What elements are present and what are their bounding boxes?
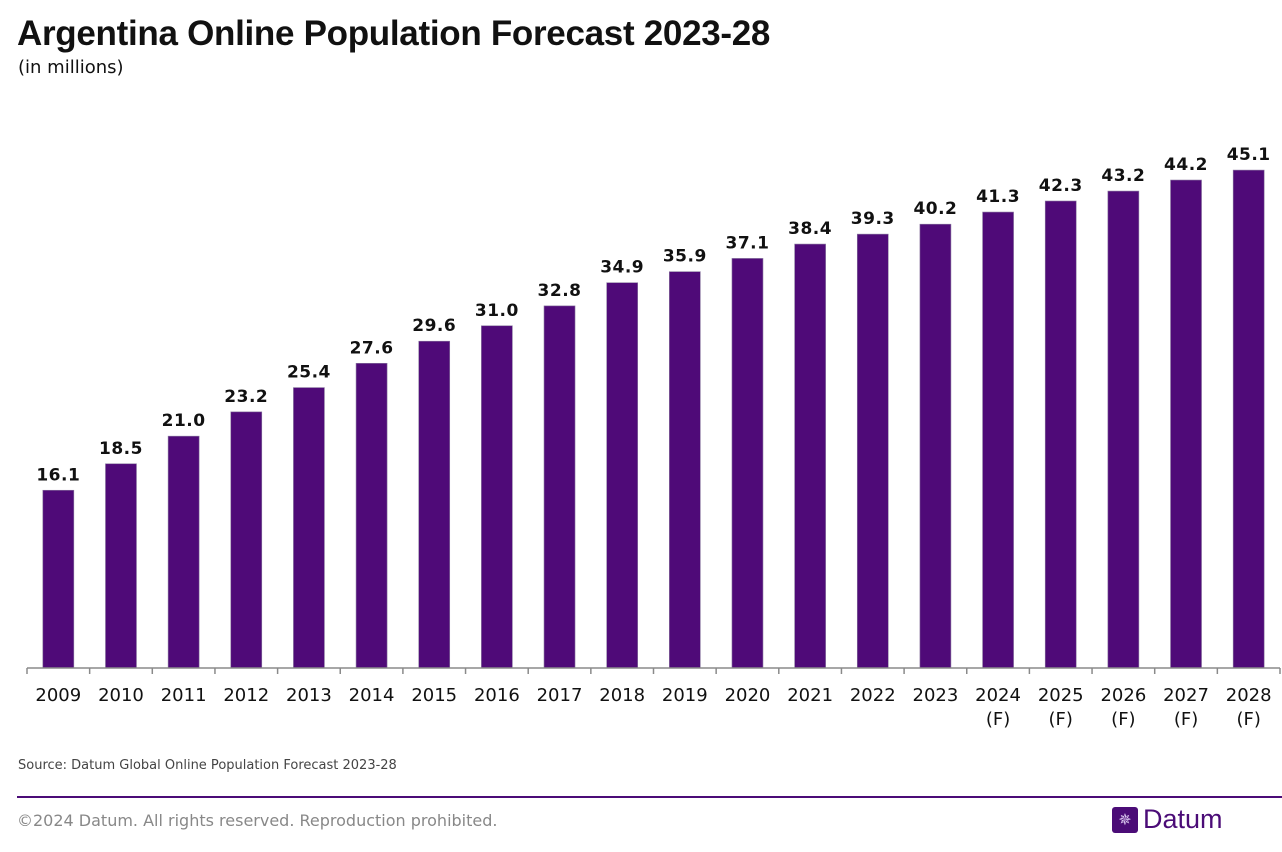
data-label: 25.4 — [287, 363, 331, 383]
globe-grid-icon: ✵ — [1112, 806, 1138, 833]
data-label: 23.2 — [224, 387, 268, 407]
chart-title: Argentina Online Population Forecast 202… — [17, 14, 771, 53]
x-tick-label: 2010 — [98, 685, 144, 706]
x-tick-label: 2023 — [913, 685, 959, 706]
data-label: 40.2 — [913, 199, 957, 219]
bar-chart: 16.1 2009 18.5 2010 21.0 2011 23.2 2012 25.4 2013… — [26, 145, 1281, 730]
x-tick-label: (F) — [1236, 709, 1260, 730]
bar — [167, 435, 200, 669]
bar — [42, 489, 75, 669]
x-tick-label: 2015 — [411, 685, 457, 706]
x-tick-label: 2018 — [599, 685, 645, 706]
data-label: 16.1 — [36, 465, 80, 485]
data-label: 32.8 — [538, 281, 582, 301]
data-label: 44.2 — [1164, 155, 1208, 175]
bar — [293, 387, 325, 669]
data-label: 21.0 — [162, 411, 206, 431]
footer-divider — [17, 796, 1282, 798]
x-tick-label: 2016 — [474, 685, 520, 706]
source-note: Source: Datum Global Online Population F… — [18, 758, 397, 773]
data-label: 38.4 — [788, 219, 832, 239]
data-label: 31.0 — [475, 301, 519, 321]
x-tick-label: 2025 — [1038, 685, 1084, 706]
bar — [1107, 190, 1140, 669]
bar — [1044, 200, 1077, 669]
x-tick-label: 2022 — [850, 685, 896, 706]
x-tick-label: (F) — [986, 709, 1010, 730]
bar — [669, 271, 701, 669]
bar — [731, 258, 764, 669]
x-tick-label: 2028 — [1226, 685, 1272, 706]
data-label: 42.3 — [1039, 176, 1083, 196]
bar — [1232, 169, 1265, 669]
data-label: 18.5 — [99, 439, 143, 459]
bar — [1170, 179, 1202, 669]
data-label: 37.1 — [725, 233, 769, 253]
bar — [105, 463, 137, 669]
data-label: 34.9 — [600, 258, 644, 278]
x-tick-label: (F) — [1049, 709, 1073, 730]
x-tick-label: 2012 — [223, 685, 269, 706]
bar — [230, 411, 263, 669]
x-tick-label: 2026 — [1100, 685, 1146, 706]
x-tick-label: 2014 — [349, 685, 395, 706]
bar — [418, 340, 451, 669]
bar — [856, 233, 889, 669]
data-label: 41.3 — [976, 187, 1020, 207]
bar — [543, 305, 576, 669]
data-label: 27.6 — [350, 338, 394, 358]
x-tick-label: 2027 — [1163, 685, 1209, 706]
datum-logo: ✵ Datum — [1112, 804, 1223, 835]
x-tick-label: 2020 — [725, 685, 771, 706]
bar — [794, 243, 826, 669]
x-tick-label: 2021 — [787, 685, 833, 706]
x-tick-label: (F) — [1174, 709, 1198, 730]
data-label: 39.3 — [851, 209, 895, 229]
x-tick-label: 2024 — [975, 685, 1021, 706]
x-tick-label: (F) — [1111, 709, 1135, 730]
bar — [982, 211, 1014, 669]
chart-subtitle: (in millions) — [18, 57, 124, 78]
data-label: 45.1 — [1227, 145, 1271, 165]
bar — [355, 362, 388, 669]
bar — [919, 223, 952, 669]
data-label: 43.2 — [1101, 166, 1145, 186]
x-tick-label: 2019 — [662, 685, 708, 706]
bar — [606, 282, 638, 669]
logo-text: Datum — [1143, 804, 1223, 834]
x-tick-label: 2013 — [286, 685, 332, 706]
x-tick-label: 2009 — [35, 685, 81, 706]
data-label: 35.9 — [663, 247, 707, 267]
copyright-text: ©2024 Datum. All rights reserved. Reprod… — [17, 811, 498, 830]
data-label: 29.6 — [412, 316, 456, 336]
bar — [481, 325, 513, 669]
x-tick-label: 2011 — [161, 685, 207, 706]
x-tick-label: 2017 — [537, 685, 583, 706]
